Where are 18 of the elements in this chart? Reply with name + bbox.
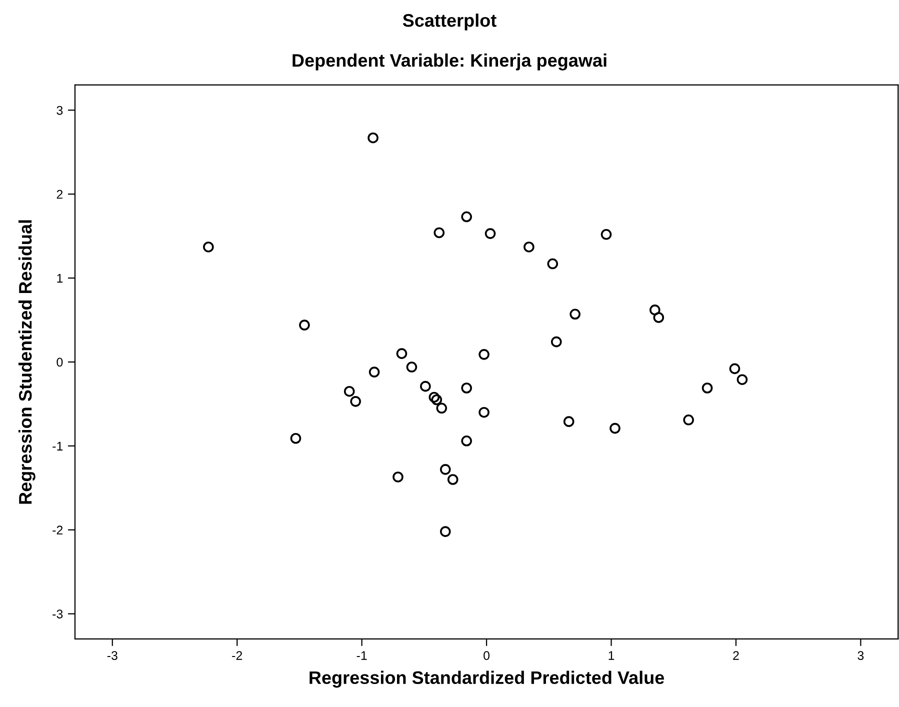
y-tick-label: 3 — [56, 106, 63, 115]
chart-subtitle: Dependent Variable: Kinerja pegawai — [292, 54, 606, 70]
x-tick-label: 0 — [484, 651, 490, 660]
y-axis-title: Regression Studentized Residual — [18, 220, 36, 504]
chart-title: Scatterplot — [402, 14, 496, 30]
x-axis-title: Regression Standardized Predicted Value — [310, 670, 664, 688]
x-tick-label: -1 — [356, 651, 367, 660]
x-tick-label: 1 — [608, 651, 614, 660]
y-tick-label: -1 — [52, 442, 63, 450]
y-tick-label: -2 — [52, 526, 63, 534]
x-tick-label: -3 — [107, 651, 118, 660]
x-tick-label: 2 — [733, 651, 739, 660]
y-tick-label: 0 — [56, 358, 63, 367]
y-tick-label: -3 — [52, 610, 63, 618]
x-tick-label: -2 — [232, 651, 242, 660]
y-tick-label: 1 — [57, 274, 63, 283]
y-tick-label: 2 — [56, 190, 63, 199]
x-tick-label: 3 — [858, 651, 864, 660]
